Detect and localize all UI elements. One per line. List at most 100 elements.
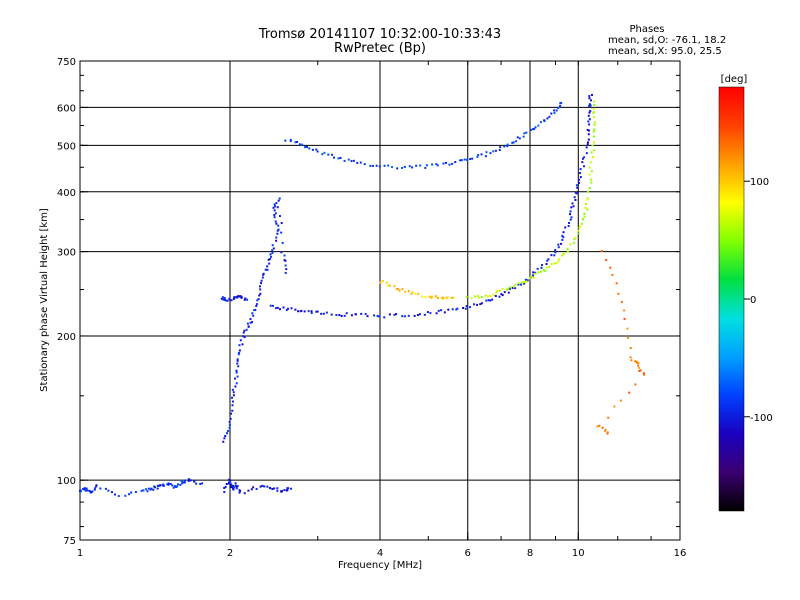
echo-point — [338, 314, 341, 317]
echo-point — [587, 133, 590, 136]
echo-point — [592, 141, 595, 144]
echo-point — [281, 490, 284, 493]
echo-point — [588, 97, 591, 100]
echo-point — [285, 268, 288, 271]
echo-point — [236, 362, 239, 365]
echo-point — [626, 327, 629, 330]
echo-point — [335, 313, 338, 316]
x-axis-label: Frequency [MHz] — [338, 560, 422, 571]
echo-point — [561, 234, 564, 237]
echo-point — [479, 303, 482, 306]
echo-point — [162, 484, 165, 487]
echo-point — [415, 164, 418, 167]
echo-point — [604, 428, 607, 431]
echo-point — [546, 117, 549, 120]
echo-point — [544, 270, 547, 273]
echo-point — [542, 268, 545, 271]
x-tick-label: 10 — [572, 548, 585, 559]
chart-title: Tromsø 20141107 10:32:00-10:33:43 — [258, 27, 501, 42]
echo-point — [523, 132, 526, 135]
echo-point — [93, 488, 96, 491]
echo-point — [450, 296, 453, 299]
echo-point — [90, 491, 93, 494]
echo-point — [581, 218, 584, 221]
echo-point — [110, 491, 113, 494]
echo-point — [639, 369, 642, 372]
echo-point — [587, 138, 590, 141]
echo-point — [446, 296, 449, 299]
echo-point — [421, 295, 424, 298]
echo-point — [592, 112, 595, 115]
echo-point — [177, 483, 180, 486]
echo-point — [275, 239, 278, 242]
echo-point — [501, 287, 504, 290]
echo-point — [179, 483, 182, 486]
echo-point — [557, 243, 560, 246]
echo-point — [550, 254, 553, 257]
echo-point — [473, 295, 476, 298]
echo-point — [363, 163, 366, 166]
echo-point — [321, 153, 324, 156]
echo-point — [224, 435, 227, 438]
echo-point — [516, 136, 519, 139]
echo-point — [539, 270, 542, 273]
echo-point — [588, 111, 591, 114]
echo-point — [145, 488, 148, 491]
echo-point — [435, 163, 438, 166]
echo-point — [273, 203, 276, 206]
echo-point — [231, 487, 234, 490]
echo-point — [271, 249, 274, 252]
echo-point — [589, 104, 592, 107]
echo-point — [272, 206, 275, 209]
echo-point — [264, 268, 267, 271]
echo-point — [260, 282, 263, 285]
echo-point — [573, 238, 576, 241]
echo-point — [244, 297, 247, 300]
echo-point — [180, 479, 183, 482]
echo-point — [593, 103, 596, 106]
echo-point — [275, 236, 278, 239]
echo-point — [568, 222, 571, 225]
echo-point — [584, 206, 587, 209]
echo-point — [266, 268, 269, 271]
echo-point — [243, 336, 246, 339]
echo-point — [476, 155, 479, 158]
echo-point — [229, 482, 232, 485]
echo-point — [548, 265, 551, 268]
echo-point — [246, 322, 249, 325]
echo-point — [430, 295, 433, 298]
echo-point — [567, 225, 570, 228]
echo-point — [173, 485, 176, 488]
echo-point — [451, 162, 454, 165]
echo-point — [484, 155, 487, 158]
echo-point — [560, 101, 563, 104]
echo-point — [228, 478, 231, 481]
y-tick-label: 750 — [57, 57, 76, 68]
echo-point — [579, 168, 582, 171]
echo-point — [548, 115, 551, 118]
echo-point — [225, 483, 228, 486]
echo-point — [140, 489, 143, 492]
echo-point — [303, 310, 306, 313]
x-tick-label: 2 — [227, 548, 233, 559]
echo-point — [566, 250, 569, 253]
echo-point — [395, 313, 398, 316]
echo-point — [534, 126, 537, 129]
echo-point — [242, 335, 245, 338]
echo-point — [634, 383, 637, 386]
echo-point — [581, 161, 584, 164]
echo-point — [494, 294, 497, 297]
echo-point — [235, 369, 238, 372]
echo-point — [442, 162, 445, 165]
echo-point — [147, 487, 150, 490]
echo-point — [506, 287, 509, 290]
echo-point — [580, 222, 583, 225]
echo-point — [609, 266, 612, 269]
echo-point — [570, 216, 573, 219]
echo-point — [201, 482, 204, 485]
echo-point — [315, 148, 318, 151]
echo-point — [445, 296, 448, 299]
echo-point — [199, 482, 202, 485]
echo-points — [78, 93, 646, 498]
echo-point — [642, 372, 645, 375]
